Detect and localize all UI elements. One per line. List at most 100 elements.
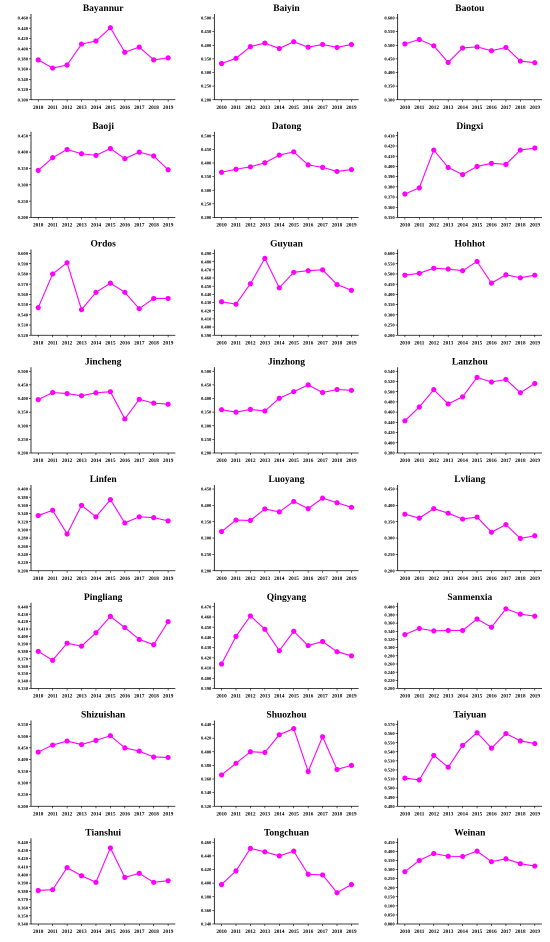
- x-tick-label: 2014: [274, 223, 285, 229]
- x-tick-label: 2010: [400, 105, 411, 111]
- x-tick-label: 2015: [289, 811, 300, 817]
- y-tick-label: 0.350: [201, 410, 212, 415]
- x-tick-label: 2019: [346, 223, 357, 229]
- x-tick-label: 2017: [317, 105, 328, 111]
- y-tick-label: 0.460: [201, 840, 212, 845]
- x-tick-label: 2010: [400, 576, 411, 582]
- x-tick-label: 2015: [472, 340, 483, 346]
- chart-title: Baiyin: [273, 4, 300, 14]
- data-point: [319, 638, 326, 645]
- data-point: [35, 57, 41, 63]
- data-point: [262, 408, 268, 414]
- data-point: [233, 166, 239, 172]
- y-tick-label: 0.440: [384, 420, 395, 425]
- chart-title: Jinzhong: [268, 357, 305, 367]
- data-point: [445, 853, 451, 859]
- y-tick-label: 0.570: [18, 282, 29, 287]
- data-point: [305, 162, 311, 168]
- data-point: [460, 742, 466, 748]
- data-point: [402, 191, 408, 197]
- y-tick-label: 0.510: [384, 777, 395, 782]
- x-tick-label: 2017: [501, 340, 512, 346]
- data-point: [165, 878, 171, 884]
- y-tick-label: 0.450: [384, 487, 395, 492]
- chart-panel: Shuozhou 0.320 0.340 0.360 0.380 0.400 0.420 0.…: [201, 711, 359, 817]
- x-tick-label: 2015: [289, 223, 300, 229]
- x-tick-label: 2014: [91, 694, 102, 700]
- data-point: [136, 636, 142, 643]
- y-tick-label: 0.500: [384, 43, 395, 48]
- data-point: [151, 57, 157, 63]
- data-point: [503, 272, 509, 278]
- x-tick-label: 2013: [260, 458, 271, 464]
- x-tick-label: 2015: [105, 811, 116, 817]
- x-tick-label: 2010: [216, 929, 227, 935]
- x-tick-label: 2016: [303, 576, 314, 582]
- y-tick-label: 0.300: [384, 97, 395, 102]
- x-tick-label: 2011: [231, 694, 241, 700]
- data-point: [503, 522, 509, 528]
- y-tick-label: 0.420: [18, 36, 29, 41]
- y-tick-label: 0.400: [201, 749, 212, 754]
- y-tick-label: 0.400: [201, 503, 212, 508]
- x-tick-label: 2011: [414, 105, 424, 111]
- y-tick-label: 0.400: [18, 150, 29, 155]
- data-point: [517, 535, 523, 541]
- data-point: [402, 272, 408, 278]
- y-tick-label: 0.410: [384, 154, 395, 159]
- y-tick-label: 0.380: [18, 495, 29, 500]
- data-point: [122, 416, 128, 422]
- chart-title: Baoji: [92, 122, 114, 132]
- y-tick-label: 0.300: [201, 188, 212, 193]
- x-tick-label: 2013: [443, 576, 454, 582]
- chart-panel: Taiyuan 0.480 0.490 0.500 0.510 0.520 0.530 0.5…: [384, 711, 542, 817]
- x-tick-label: 2017: [317, 694, 328, 700]
- y-tick-label: 0.300: [384, 312, 395, 317]
- y-tick-label: 0.450: [201, 284, 212, 289]
- x-tick-label: 2014: [274, 929, 285, 935]
- x-tick-label: 2018: [515, 458, 526, 464]
- y-tick-label: 0.380: [201, 894, 212, 899]
- x-tick-label: 2015: [105, 929, 116, 935]
- data-point: [402, 418, 408, 424]
- data-point: [50, 271, 56, 277]
- data-point: [474, 374, 480, 380]
- data-point: [136, 514, 142, 520]
- chart-title: Tongchuan: [264, 828, 310, 838]
- x-tick-label: 2014: [274, 105, 285, 111]
- y-tick-label: 0.420: [18, 856, 29, 861]
- data-point: [165, 619, 171, 625]
- data-point: [218, 881, 225, 888]
- chart-title: Dingxi: [456, 122, 483, 132]
- data-point: [247, 281, 254, 287]
- y-tick-label: 0.340: [201, 922, 212, 927]
- data-point: [503, 376, 509, 383]
- x-tick-label: 2016: [120, 811, 131, 817]
- x-tick-label: 2015: [472, 458, 483, 464]
- y-tick-label: 0.400: [201, 43, 212, 48]
- data-point: [233, 409, 239, 415]
- data-point: [474, 258, 480, 265]
- data-point: [165, 295, 171, 302]
- x-tick-label: 2019: [346, 694, 357, 700]
- y-tick-label: 0.350: [18, 913, 29, 918]
- series-line: [221, 384, 352, 413]
- x-tick-label: 2013: [443, 340, 454, 346]
- data-point: [319, 872, 326, 878]
- y-tick-label: 0.330: [18, 686, 29, 691]
- series-line: [37, 615, 169, 661]
- x-tick-label: 2011: [414, 929, 424, 935]
- x-tick-label: 2010: [216, 223, 227, 229]
- data-point: [416, 515, 422, 521]
- data-point: [460, 171, 466, 178]
- chart-panel: Bayannur 0.300 0.320 0.340 0.360 0.380 0.400 0.…: [18, 4, 176, 111]
- x-tick-label: 2019: [346, 811, 357, 817]
- x-tick-label: 2010: [216, 811, 227, 817]
- x-tick-label: 2012: [62, 811, 73, 817]
- data-point: [276, 648, 282, 654]
- y-tick-label: 0.400: [384, 292, 395, 297]
- data-point: [291, 628, 297, 634]
- y-tick-label: 0.390: [201, 686, 212, 691]
- chart-panel: Jinzhong 0.200 0.250 0.300 0.350 0.400 0.450 0.…: [201, 357, 359, 464]
- x-tick-label: 2010: [400, 811, 411, 817]
